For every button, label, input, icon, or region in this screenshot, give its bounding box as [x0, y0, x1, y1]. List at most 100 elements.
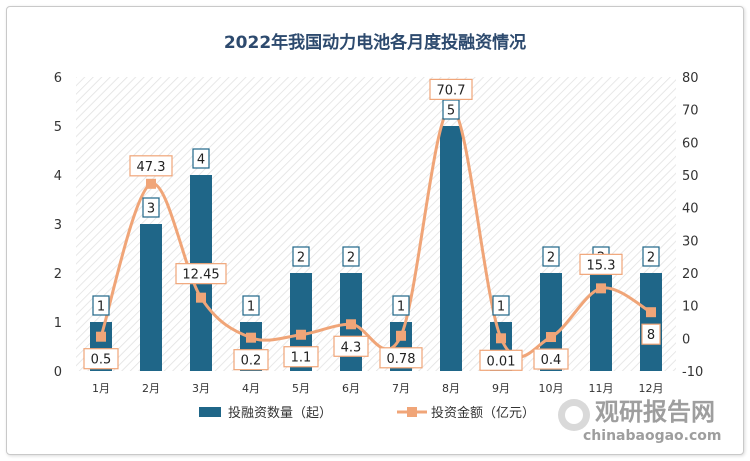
y-right-tick-label: 10 [682, 300, 699, 315]
bar-label-box [642, 246, 660, 267]
bar [140, 224, 162, 371]
legend: 投融资数量（起） 投资金额（亿元） [199, 405, 535, 421]
bar-data-label: 2 [297, 251, 305, 266]
y-axis-left: 0 1 2 3 4 5 6 [54, 71, 62, 380]
line-data-label: 8 [647, 328, 655, 343]
line-point [396, 330, 406, 341]
line-point [346, 319, 356, 330]
legend-bar-label: 投融资数量（起） [228, 405, 332, 421]
x-tick-label: 4月 [242, 382, 260, 395]
line-data-label: 0.78 [387, 352, 416, 367]
line-point [596, 283, 606, 294]
line-data-label: 1.1 [291, 351, 312, 366]
line-data-label: 4.3 [341, 340, 362, 355]
y-left-tick-label: 5 [54, 120, 62, 135]
watermark-logo-inner [565, 406, 583, 424]
bar-label-box [492, 295, 510, 316]
bar-data-label: 1 [397, 300, 405, 315]
bar-label-box [392, 295, 410, 316]
line-series [96, 102, 656, 359]
bar-data-label: 1 [497, 300, 505, 315]
bar-label-box [92, 295, 110, 316]
x-tick-label: 9月 [492, 382, 510, 395]
line-label-box [129, 155, 173, 177]
legend-bar-swatch [199, 407, 221, 417]
bar-label-box [542, 246, 560, 267]
y-right-tick-label: 80 [682, 71, 699, 86]
line-data-label: 15.3 [587, 258, 616, 273]
bar-data-label: 1 [247, 300, 255, 315]
x-tick-label: 8月 [442, 382, 460, 395]
line-point [646, 307, 656, 318]
line-data-label: 70.7 [437, 83, 466, 98]
line-data-label: 0.2 [241, 354, 262, 369]
y-right-tick-label: 0 [682, 332, 690, 347]
x-tick-label: 1月 [92, 382, 110, 395]
x-tick-label: 2月 [142, 382, 160, 395]
bar-label-box [242, 295, 260, 316]
bar-data-label: 2 [547, 251, 555, 266]
y-left-tick-label: 6 [54, 71, 62, 86]
y-left-tick-label: 2 [54, 267, 62, 282]
x-tick-label: 10月 [539, 382, 564, 395]
line-point [546, 332, 556, 343]
x-tick-label: 12月 [639, 382, 664, 395]
y-right-tick-label: 60 [682, 136, 699, 151]
y-right-tick-label: 20 [682, 267, 699, 282]
series-line [99, 105, 652, 359]
bar [640, 273, 662, 371]
bar-label-box [442, 99, 460, 120]
line-point [146, 178, 156, 189]
line-point [196, 292, 206, 303]
bar-label-box [292, 246, 310, 267]
line-data-label: 0.4 [541, 353, 562, 368]
y-left-tick-label: 0 [54, 365, 62, 380]
line-label-box [283, 346, 319, 368]
y-left-tick-label: 3 [54, 218, 62, 233]
bar [590, 273, 612, 371]
watermark: 观研报告网 chinabaogao.com [558, 398, 721, 444]
bar [540, 273, 562, 371]
line-label-box [429, 78, 473, 100]
bar-label-box [142, 197, 160, 218]
bar-data-label: 4 [197, 153, 205, 168]
y-axis-right: -10 0 10 20 30 40 50 60 70 80 [682, 71, 703, 380]
line-label-box [533, 348, 569, 370]
y-right-tick-label: 40 [682, 202, 699, 217]
x-tick-label: 6月 [342, 382, 360, 395]
line-point [296, 329, 306, 340]
line-label-box [379, 347, 423, 369]
line-label-box [175, 263, 227, 285]
y-right-tick-label: -10 [682, 365, 703, 380]
watermark-name: 观研报告网 [595, 398, 715, 426]
legend-line-marker [407, 407, 417, 417]
x-tick-label: 3月 [192, 382, 210, 395]
line-label-box [579, 253, 623, 275]
line-point [96, 331, 106, 342]
x-tick-label: 5月 [292, 382, 310, 395]
watermark-url: chinabaogao.com [583, 428, 721, 444]
bar-data-label: 1 [97, 300, 105, 315]
line-data-label: 12.45 [182, 268, 219, 283]
line-data-labels: 0.5 47.3 12.45 0.2 1.1 4.3 0.78 70.7 0.01 0.4 15.3… [83, 78, 661, 371]
bar-data-labels: 134122151222 [92, 99, 660, 316]
line-label-box [479, 349, 523, 371]
line-data-label: 0.5 [91, 353, 112, 368]
y-right-tick-label: 50 [682, 169, 699, 184]
bar-label-box [192, 148, 210, 169]
y-right-tick-label: 70 [682, 104, 699, 119]
bar-data-label: 2 [647, 251, 655, 266]
bar-data-label: 5 [447, 104, 455, 119]
line-label-box [233, 349, 269, 371]
x-axis: 1月 2月 3月 4月 5月 6月 7月 8月 9月 10月 11月 12月 [92, 382, 664, 395]
line-label-box [83, 348, 119, 370]
x-tick-label: 7月 [392, 382, 410, 395]
y-left-tick-label: 1 [54, 316, 62, 331]
bar-label-box [342, 246, 360, 267]
x-tick-label: 11月 [589, 382, 614, 395]
line-point [496, 333, 506, 344]
line-label-box [333, 335, 369, 357]
legend-line-label: 投资金额（亿元） [431, 405, 535, 421]
bar [440, 126, 462, 371]
y-left-tick-label: 4 [54, 169, 62, 184]
